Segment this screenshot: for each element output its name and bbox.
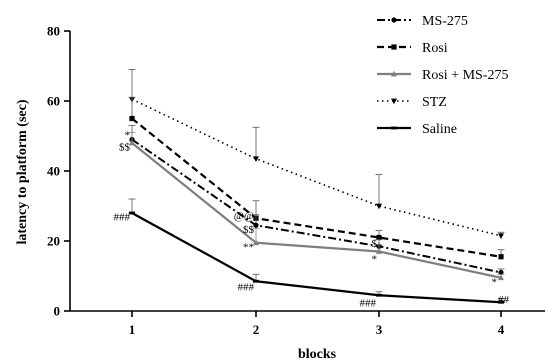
triangle-down-marker: [376, 203, 382, 210]
annotation-label: $$: [119, 142, 131, 154]
circle-marker: [391, 17, 397, 23]
triangle-down-marker: [391, 98, 397, 105]
legend-label: STZ: [422, 95, 447, 110]
legend-item: Rosi + MS-275: [377, 68, 508, 83]
annotations: *$$### @@$$**###$*###*##: [114, 129, 510, 309]
y-tick-label: 80: [47, 24, 60, 39]
y-tick-label: 20: [47, 234, 60, 249]
annotation-label: $: [372, 238, 378, 250]
series-stz: [128, 69, 505, 239]
x-tick-label: 3: [376, 322, 383, 337]
annotation-label: *: [372, 254, 378, 266]
annotation-label: ##: [498, 294, 510, 306]
axes: 0 20 40 60 80 1 2 3 4: [47, 24, 545, 337]
dash-marker: [129, 211, 135, 215]
legend-label: Saline: [422, 122, 457, 137]
annotation-label: ###: [114, 212, 131, 224]
dash-marker: [498, 300, 504, 304]
legend: MS-275 Rosi Rosi + MS-275 STZ Saline: [377, 14, 508, 137]
triangle-up-marker: [129, 139, 135, 146]
legend-item: Saline: [377, 122, 457, 137]
legend-item: MS-275: [377, 14, 468, 29]
legend-label: Rosi + MS-275: [422, 68, 508, 83]
series-ms-275: [128, 125, 505, 276]
series-line: [131, 138, 502, 274]
legend-item: Rosi: [377, 41, 448, 56]
legend-label: MS-275: [422, 14, 468, 29]
legend-item: STZ: [377, 95, 447, 110]
triangle-up-marker: [391, 70, 397, 77]
series-line: [131, 142, 502, 279]
square-marker: [391, 44, 397, 50]
y-tick-label: 40: [47, 164, 60, 179]
dash-marker: [376, 293, 382, 297]
x-tick-label: 2: [253, 322, 260, 337]
triangle-up-marker: [498, 274, 504, 281]
series-rosi-ms-275: [128, 132, 505, 281]
dash-marker: [253, 279, 259, 283]
annotation-label: **: [243, 241, 254, 253]
triangle-up-marker: [376, 248, 382, 254]
annotation-label: *: [125, 129, 131, 141]
annotation-label: $$: [243, 224, 255, 236]
circle-marker: [253, 222, 259, 228]
triangle-down-marker: [253, 156, 259, 162]
square-marker: [376, 234, 382, 241]
triangle-up-marker: [253, 239, 259, 246]
y-axis-title: latency to platform (sec): [15, 99, 30, 244]
y-tick-label: 60: [47, 94, 60, 109]
dash-marker: [391, 126, 397, 130]
annotation-label: ###: [238, 282, 255, 294]
triangle-down-marker: [498, 233, 504, 239]
square-marker: [498, 254, 504, 260]
x-tick-label: 1: [129, 322, 136, 337]
y-tick-label: 0: [54, 304, 61, 319]
series-layer: [128, 69, 505, 304]
series-line: [131, 212, 502, 304]
annotation-label: *: [492, 276, 498, 288]
circle-marker: [498, 269, 504, 276]
legend-label: Rosi: [422, 41, 448, 56]
series-line: [131, 117, 502, 258]
x-axis-title: blocks: [298, 347, 337, 362]
series-saline: [128, 198, 505, 304]
annotation-label: @@: [234, 210, 254, 222]
square-marker: [129, 115, 135, 122]
x-tick-label: 4: [498, 322, 505, 337]
annotation-label: ###: [360, 297, 377, 309]
series-line: [131, 98, 502, 237]
